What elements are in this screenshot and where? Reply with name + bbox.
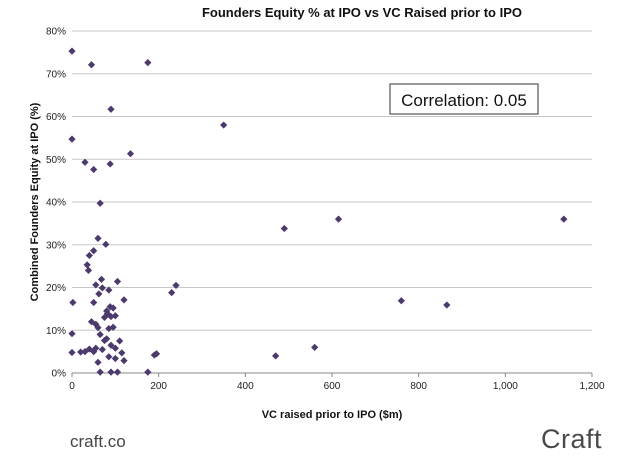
data-point xyxy=(220,121,228,129)
correlation-box: Correlation: 0.05 xyxy=(389,83,539,115)
data-point xyxy=(85,251,93,260)
data-point xyxy=(68,348,76,357)
data-point xyxy=(126,150,135,158)
data-point xyxy=(84,266,93,274)
data-point xyxy=(92,344,100,352)
data-point xyxy=(96,368,104,376)
data-point xyxy=(92,281,100,289)
y-tick-label: 40% xyxy=(46,198,66,209)
data-point xyxy=(90,165,98,174)
data-point xyxy=(107,312,115,321)
data-point xyxy=(109,323,117,331)
data-point xyxy=(81,158,89,166)
data-point xyxy=(102,240,110,248)
data-point xyxy=(111,312,119,320)
y-tick-label: 60% xyxy=(46,112,66,123)
data-point xyxy=(100,336,109,345)
data-point xyxy=(105,324,113,333)
data-point xyxy=(311,343,319,351)
x-tick-label: 600 xyxy=(324,381,341,392)
data-point xyxy=(118,349,126,357)
data-point xyxy=(105,286,113,294)
data-point xyxy=(69,298,77,307)
data-point xyxy=(560,215,568,223)
y-tick-label: 10% xyxy=(46,326,66,337)
y-tick-label: 50% xyxy=(46,155,66,166)
grid-lines xyxy=(72,30,592,331)
data-point xyxy=(68,47,76,55)
y-tick-label: 80% xyxy=(46,27,66,38)
y-tick-label: 0% xyxy=(52,369,67,380)
data-point xyxy=(172,281,180,289)
data-point xyxy=(98,284,106,292)
x-tick-label: 800 xyxy=(410,381,427,392)
data-point xyxy=(68,330,76,338)
data-point xyxy=(87,61,96,69)
data-point xyxy=(397,297,405,305)
craft-logo: Craft xyxy=(540,424,602,454)
data-point xyxy=(77,348,85,356)
data-point xyxy=(111,344,119,352)
data-point xyxy=(90,247,98,255)
footer-source: craft.co xyxy=(70,432,126,451)
data-point xyxy=(106,303,114,311)
data-point xyxy=(103,335,111,343)
x-tick-label: 400 xyxy=(237,381,254,392)
data-point xyxy=(113,277,122,286)
x-tick-label: 0 xyxy=(69,381,75,392)
data-point xyxy=(100,313,109,322)
x-tick-label: 1,200 xyxy=(579,381,604,392)
data-point xyxy=(87,318,96,326)
data-point xyxy=(280,224,288,233)
y-tick-label: 20% xyxy=(46,283,66,294)
y-tick-label: 30% xyxy=(46,240,66,251)
data-point xyxy=(116,337,124,345)
data-point xyxy=(96,199,104,207)
data-point xyxy=(144,59,152,67)
x-tick-label: 1,000 xyxy=(493,381,518,392)
tick-labels: 0% 10% 20% 30% 40% 50% 60% 70% 80% 0 200 400 600 800 1… xyxy=(46,27,605,393)
axes xyxy=(71,372,593,377)
data-point xyxy=(105,353,113,361)
data-point xyxy=(120,357,128,365)
data-point xyxy=(85,345,93,353)
data-point xyxy=(97,275,106,283)
x-axis-label: VC raised prior to IPO ($m) xyxy=(262,409,403,421)
data-point xyxy=(334,215,343,223)
data-point xyxy=(109,304,117,312)
y-tick-label: 70% xyxy=(46,69,66,80)
data-points xyxy=(68,47,568,376)
data-point xyxy=(94,358,102,366)
data-point xyxy=(98,345,106,354)
data-point xyxy=(107,368,115,376)
data-point xyxy=(94,234,102,242)
data-point xyxy=(168,289,176,297)
data-point xyxy=(94,324,102,332)
y-axis-label: Combined Founders Equity at IPO (%) xyxy=(29,102,41,301)
data-point xyxy=(443,301,451,309)
correlation-box-frame xyxy=(389,83,539,115)
correlation-annotation: Correlation: 0.05 xyxy=(401,91,527,110)
data-point xyxy=(107,341,115,349)
data-point xyxy=(113,368,122,376)
data-point xyxy=(152,350,161,358)
data-point xyxy=(272,352,280,360)
data-point xyxy=(90,298,98,307)
data-point xyxy=(107,105,115,113)
x-tick-label: 200 xyxy=(150,381,167,392)
data-point xyxy=(96,330,104,339)
data-point xyxy=(111,354,119,363)
data-point xyxy=(120,296,128,304)
chart-title: Founders Equity % at IPO vs VC Raised pr… xyxy=(202,5,522,20)
data-point xyxy=(144,368,152,376)
data-point xyxy=(95,290,103,298)
data-point xyxy=(68,135,76,143)
data-point xyxy=(83,261,91,269)
data-point xyxy=(106,160,114,168)
